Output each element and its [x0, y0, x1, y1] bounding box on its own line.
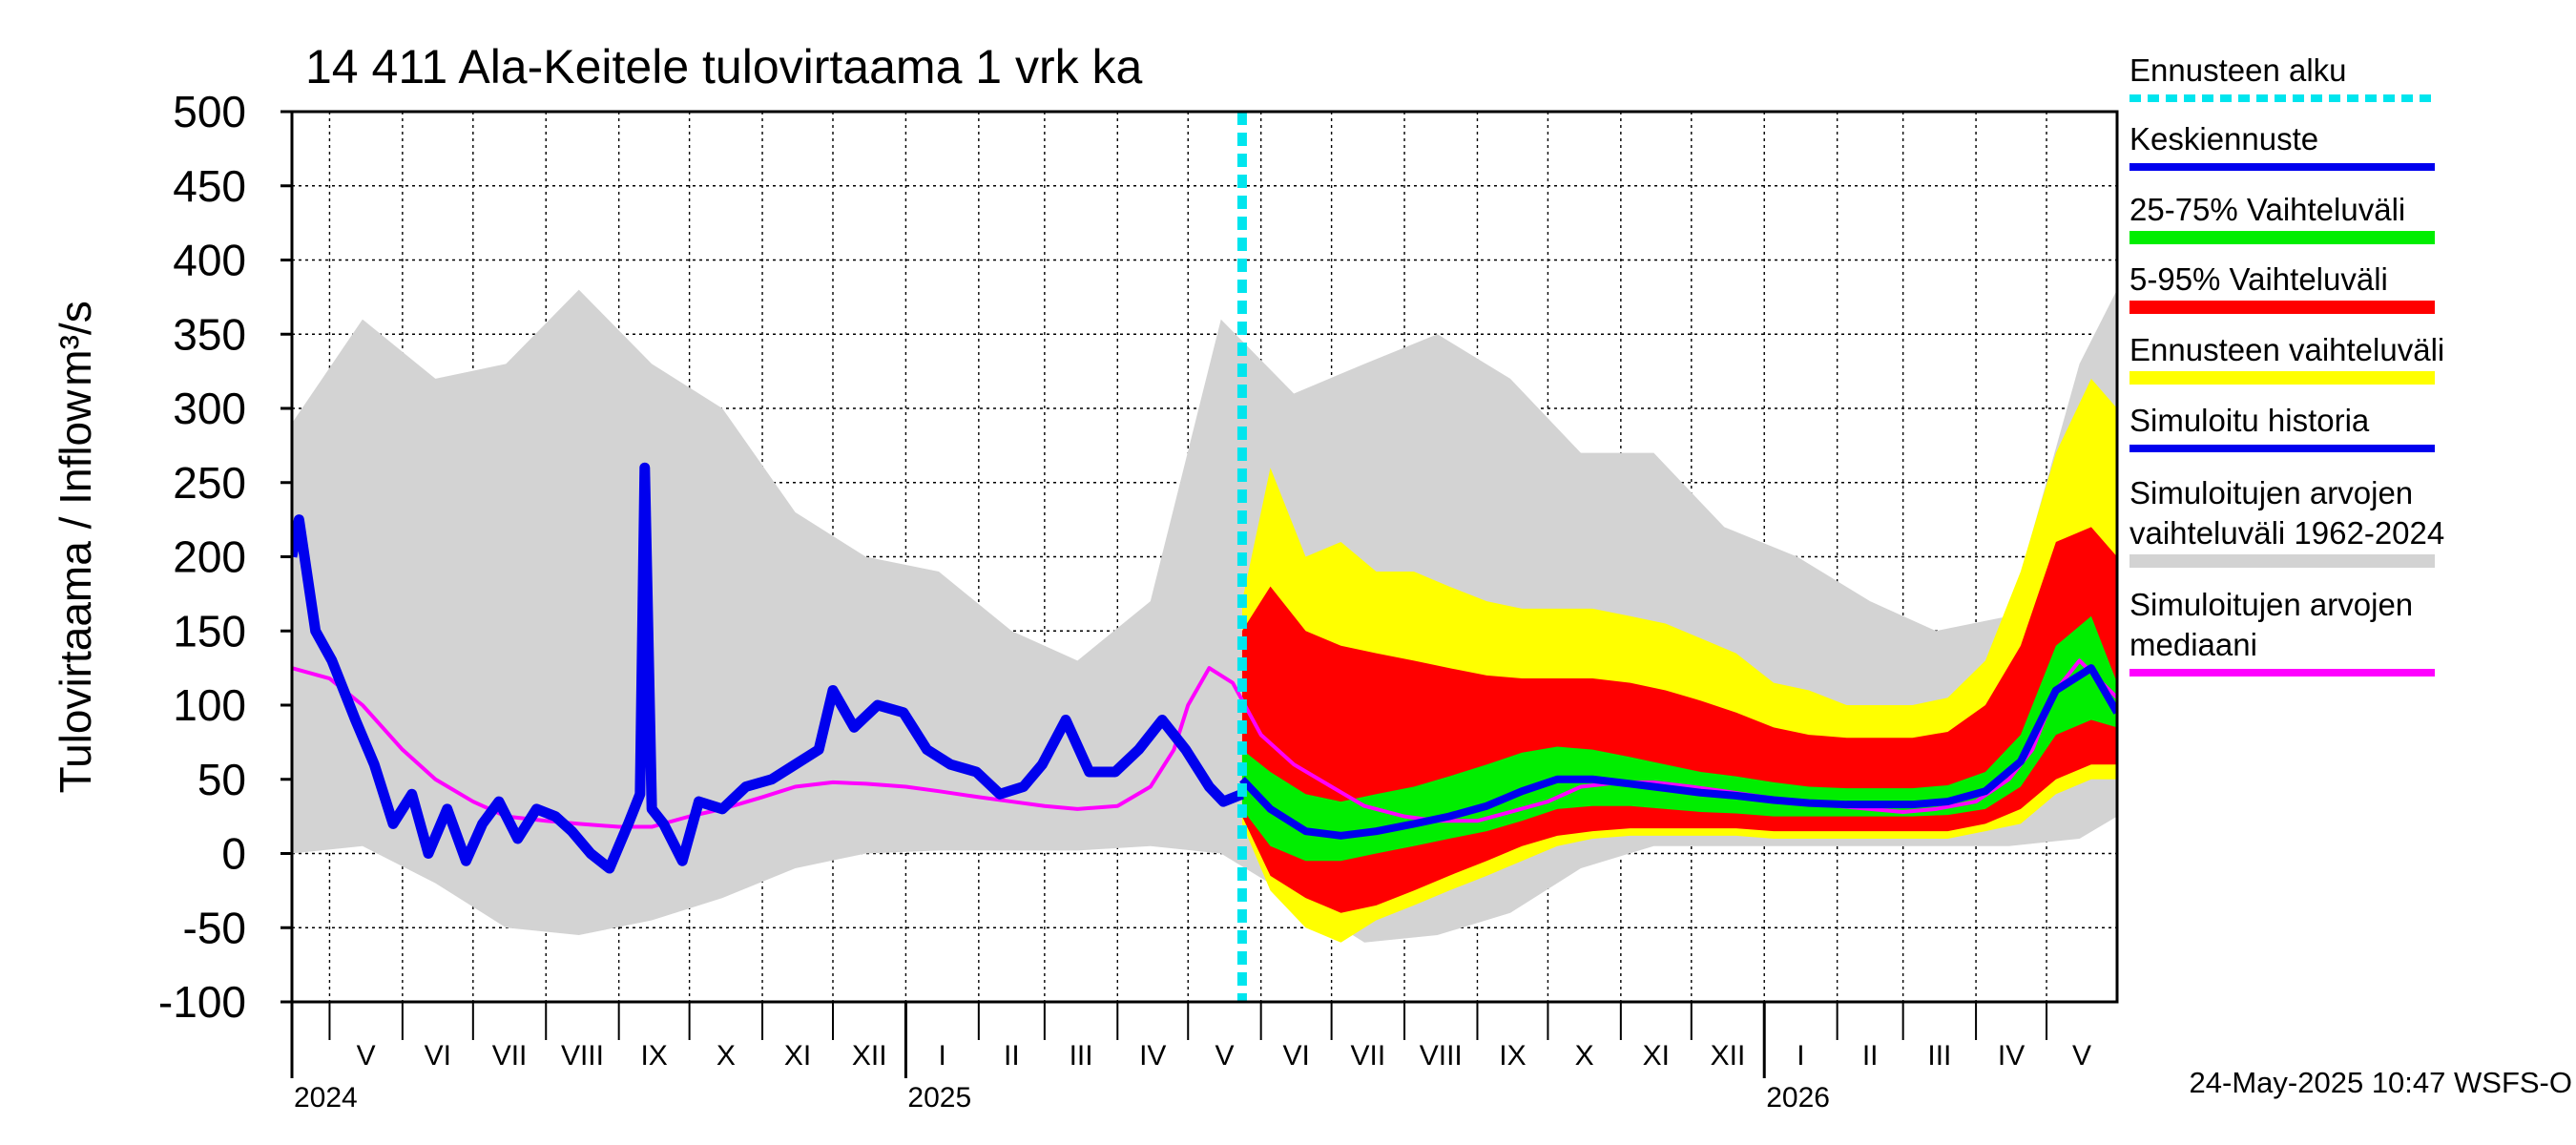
y-tick-label: 100 [173, 680, 246, 730]
month-label: X [717, 1040, 736, 1072]
legend: Ennusteen alku Keskiennuste 25-75% Vaihtel… [2129, 52, 2444, 677]
timestamp-label: 24-May-2025 10:47 WSFS-O [2190, 1066, 2572, 1099]
month-label: VI [425, 1040, 451, 1072]
x-axis: V VI VII VIII IX X XI XII I II III IV V VI VII VIII IX X X… [290, 1002, 2091, 1114]
month-label: VII [1350, 1040, 1385, 1072]
y-tick-label: 50 [197, 755, 246, 804]
y-axis-unit: m³/s [51, 301, 100, 385]
y-tick-label: 200 [173, 532, 246, 582]
month-label: V [2072, 1040, 2091, 1072]
y-tick-label: -100 [158, 977, 246, 1027]
month-label: V [357, 1040, 376, 1072]
month-label: VII [492, 1040, 528, 1072]
month-label: III [1927, 1040, 1951, 1072]
legend-label: 25-75% Vaihteluväli [2129, 192, 2405, 227]
y-tick-label: 450 [173, 161, 246, 211]
month-label: X [1575, 1040, 1594, 1072]
month-label: VI [1282, 1040, 1309, 1072]
legend-label: Ennusteen alku [2129, 52, 2347, 88]
month-label: IX [640, 1040, 667, 1072]
y-tick-label: 300 [173, 384, 246, 433]
y-tick-label: 500 [173, 87, 246, 136]
y-tick-label: 400 [173, 236, 246, 285]
month-label: XI [1643, 1040, 1670, 1072]
month-label: VIII [1420, 1040, 1463, 1072]
year-label: 2025 [907, 1082, 971, 1114]
month-label: XII [852, 1040, 887, 1072]
y-tick-label: 150 [173, 606, 246, 656]
legend-label: vaihteluväli 1962-2024 [2129, 515, 2444, 551]
chart-title: 14 411 Ala-Keitele tulovirtaama 1 vrk ka [305, 40, 1143, 94]
y-tick-label: 350 [173, 309, 246, 359]
legend-label: Simuloitu historia [2129, 403, 2370, 438]
month-label: IV [1998, 1040, 2025, 1072]
month-label: XII [1711, 1040, 1746, 1072]
y-tick-label: -50 [183, 903, 246, 952]
legend-label: Simuloitujen arvojen [2129, 587, 2413, 622]
y-tick-label: 250 [173, 458, 246, 508]
month-label: IV [1139, 1040, 1166, 1072]
year-label: 2024 [294, 1082, 358, 1114]
legend-label: mediaani [2129, 627, 2257, 662]
month-label: III [1070, 1040, 1093, 1072]
month-label: IX [1499, 1040, 1526, 1072]
month-label: VIII [561, 1040, 604, 1072]
y-axis-label: Tulovirtaama / Inflow [51, 389, 100, 793]
year-label: 2026 [1766, 1082, 1830, 1114]
band-25-75 [1241, 615, 2117, 862]
month-label: V [1215, 1040, 1234, 1072]
legend-label: 5-95% Vaihteluväli [2129, 261, 2388, 297]
month-label: I [938, 1040, 945, 1072]
month-label: II [1862, 1040, 1879, 1072]
month-label: XI [784, 1040, 811, 1072]
legend-label: Simuloitujen arvojen [2129, 475, 2413, 510]
legend-label: Keskiennuste [2129, 121, 2318, 156]
median-forecast-line [1239, 664, 2117, 840]
legend-label: Ennusteen vaihteluväli [2129, 332, 2444, 367]
month-label: II [1004, 1040, 1020, 1072]
y-tick-label: 0 [221, 829, 246, 879]
series-lines [292, 112, 2117, 1002]
simulated-history-line [292, 462, 1244, 874]
month-label: I [1797, 1040, 1804, 1072]
